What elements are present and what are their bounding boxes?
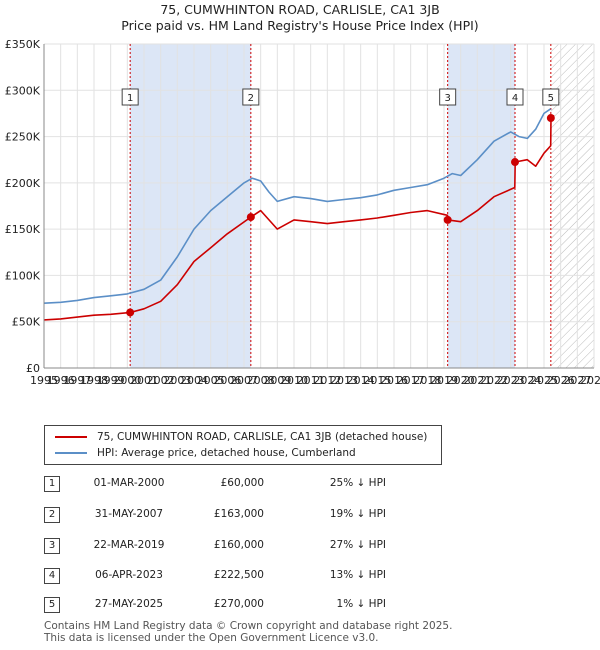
x-tick-label: 2020 <box>447 374 475 387</box>
sale-date: 31-MAY-2007 <box>94 508 164 520</box>
x-tick-label: 2001 <box>130 374 158 387</box>
sale-date: 06-APR-2023 <box>95 569 163 581</box>
x-tick-label: 2012 <box>313 374 341 387</box>
x-tick-label: 1998 <box>80 374 108 387</box>
sale-number-label: 4 <box>512 93 518 104</box>
sale-price: £222,500 <box>213 569 264 581</box>
x-tick-label: 2023 <box>497 374 525 387</box>
x-tick-label: 2011 <box>297 374 325 387</box>
x-tick-label: 2022 <box>480 374 508 387</box>
sale-price: £60,000 <box>220 477 264 489</box>
x-tick-label: 1999 <box>97 374 125 387</box>
chart-subtitle: Price paid vs. HM Land Registry's House … <box>121 18 479 33</box>
footer-copyright: Contains HM Land Registry data © Crown c… <box>44 620 453 632</box>
shaded-period <box>447 44 515 368</box>
price-chart: 1 2 3 4 5 £0 £50K £100K £150K £200K £250K £300K £35… <box>5 38 600 387</box>
x-tick-label: 1995 <box>30 374 58 387</box>
legend: 75, CUMWHINTON ROAD, CARLISLE, CA1 3JB (… <box>44 425 442 465</box>
sale-point <box>126 308 135 317</box>
sale-number-box <box>439 88 457 106</box>
x-tick-label: 2008 <box>247 374 275 387</box>
sale-row: 2 31-MAY-2007 £163,000 19% ↓ HPI <box>44 507 464 525</box>
sale-number: 3 <box>44 538 60 554</box>
sale-number-label: 1 <box>127 93 133 104</box>
y-tick-label: £250K <box>5 131 41 144</box>
y-tick-label: £100K <box>5 269 41 282</box>
sale-date: 22-MAR-2019 <box>93 539 165 551</box>
chart-title: 75, CUMWHINTON ROAD, CARLISLE, CA1 3JB <box>160 2 440 17</box>
sale-date: 27-MAY-2025 <box>94 598 164 610</box>
y-tick-label: £300K <box>5 84 41 97</box>
legend-property: 75, CUMWHINTON ROAD, CARLISLE, CA1 3JB (… <box>55 429 427 445</box>
x-tick-label: 2028 <box>580 374 600 387</box>
y-tick-label: £200K <box>5 177 41 190</box>
sale-hpi-diff: 25% ↓ HPI <box>329 477 386 489</box>
x-tick-label: 2014 <box>347 374 375 387</box>
sale-row: 3 22-MAR-2019 £160,000 27% ↓ HPI <box>44 538 464 556</box>
sale-number-box <box>242 88 260 106</box>
x-tick-label: 2025 <box>530 374 558 387</box>
shaded-period <box>130 44 251 368</box>
x-tick-label: 2004 <box>180 374 208 387</box>
x-tick-label: 1997 <box>63 374 91 387</box>
legend-property-label: 75, CUMWHINTON ROAD, CARLISLE, CA1 3JB (… <box>97 431 428 443</box>
x-tick-label: 2013 <box>330 374 358 387</box>
x-tick-label: 2024 <box>513 374 541 387</box>
sale-hpi-diff: 13% ↓ HPI <box>329 569 386 581</box>
x-tick-label: 2016 <box>380 374 408 387</box>
x-tick-label: 2017 <box>397 374 425 387</box>
sale-number-label: 5 <box>548 93 554 104</box>
x-tick-label: 2003 <box>163 374 191 387</box>
sale-price: £270,000 <box>213 598 264 610</box>
y-tick-label: £350K <box>5 38 41 51</box>
property-series-line <box>43 114 555 321</box>
x-tick-label: 2005 <box>197 374 225 387</box>
sale-number-box <box>542 88 560 106</box>
sale-number-box <box>506 88 524 106</box>
sale-price: £163,000 <box>213 508 264 520</box>
x-tick-label: 2027 <box>563 374 591 387</box>
x-tick-label: 2021 <box>463 374 491 387</box>
sale-point <box>246 213 255 222</box>
sale-number: 5 <box>44 597 60 613</box>
sale-price: £160,000 <box>213 539 264 551</box>
x-tick-label: 1996 <box>47 374 75 387</box>
x-tick-label: 2007 <box>230 374 258 387</box>
sale-hpi-diff: 1% ↓ HPI <box>336 598 386 610</box>
footer-licence: This data is licensed under the Open Gov… <box>44 632 379 644</box>
legend-hpi-label: HPI: Average price, detached house, Cumb… <box>97 447 356 459</box>
sale-number: 2 <box>44 507 60 523</box>
sale-point <box>443 215 452 224</box>
legend-hpi-swatch <box>55 452 87 454</box>
x-tick-label: 2019 <box>430 374 458 387</box>
y-tick-label: £150K <box>5 223 41 236</box>
sale-hpi-diff: 19% ↓ HPI <box>329 508 386 520</box>
legend-hpi: HPI: Average price, detached house, Cumb… <box>55 445 356 461</box>
x-tick-label: 2009 <box>263 374 291 387</box>
x-tick-label: 2026 <box>547 374 575 387</box>
y-tick-label: £0 <box>26 362 40 375</box>
sale-row: 1 01-MAR-2000 £60,000 25% ↓ HPI <box>44 476 464 494</box>
x-tick-label: 2018 <box>413 374 441 387</box>
sale-row: 5 27-MAY-2025 £270,000 1% ↓ HPI <box>44 597 464 615</box>
footer: Contains HM Land Registry data © Crown c… <box>44 620 452 644</box>
sale-number-label: 3 <box>444 93 450 104</box>
sale-number-box <box>121 88 139 106</box>
sale-number: 1 <box>44 476 60 492</box>
sale-hpi-diff: 27% ↓ HPI <box>329 539 386 551</box>
sale-date: 01-MAR-2000 <box>93 477 165 489</box>
x-tick-label: 2010 <box>280 374 308 387</box>
sale-point <box>511 158 519 167</box>
x-tick-label: 2015 <box>363 374 391 387</box>
sale-number-label: 2 <box>248 93 254 104</box>
x-tick-label: 2006 <box>213 374 241 387</box>
x-tick-label: 2000 <box>113 374 141 387</box>
sale-row: 4 06-APR-2023 £222,500 13% ↓ HPI <box>44 568 464 586</box>
sale-point <box>546 114 555 123</box>
sale-number: 4 <box>44 568 60 584</box>
legend-property-swatch <box>55 436 87 438</box>
hpi-series-line <box>43 108 552 304</box>
y-tick-label: £50K <box>12 316 41 329</box>
x-tick-label: 2002 <box>147 374 175 387</box>
